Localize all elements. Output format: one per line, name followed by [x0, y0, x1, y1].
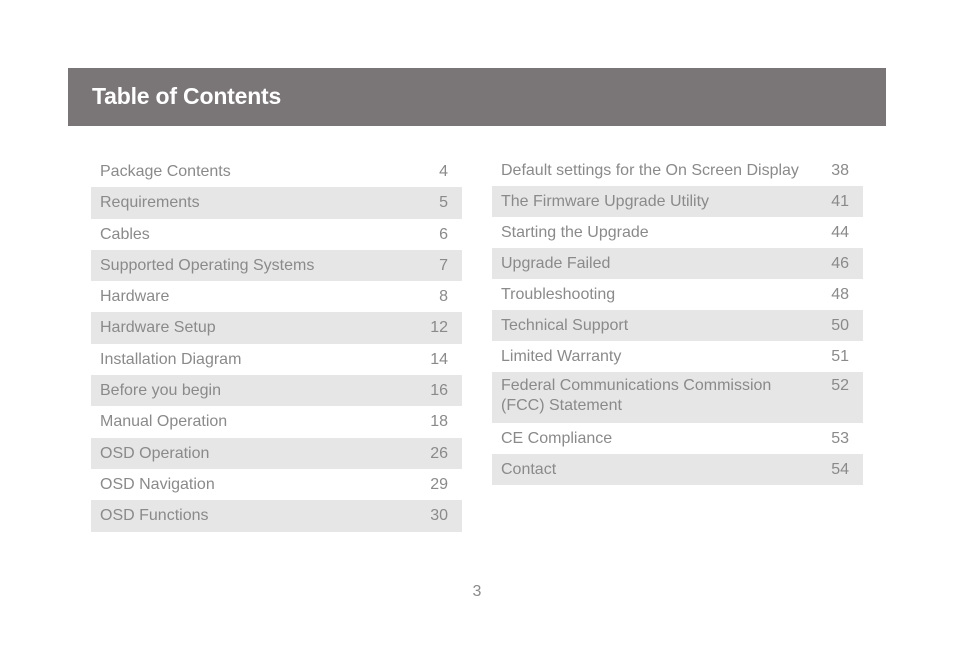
- toc-entry-page: 48: [831, 286, 849, 303]
- toc-entry-label: Hardware: [100, 288, 170, 306]
- toc-entry-label: Installation Diagram: [100, 350, 242, 368]
- toc-entry-osd-operation[interactable]: OSD Operation 26: [91, 437, 462, 469]
- toc-entry-label: OSD Navigation: [100, 475, 215, 493]
- toc-right-column: Default settings for the On Screen Displ…: [492, 155, 863, 485]
- toc-entry-label: Manual Operation: [100, 413, 228, 431]
- toc-entry-installation-diagram[interactable]: Installation Diagram 14: [91, 344, 462, 375]
- toc-entry-page: 14: [430, 350, 448, 368]
- toc-entry-cables[interactable]: Cables 6: [91, 219, 462, 250]
- toc-entry-page: 50: [831, 317, 849, 334]
- toc-entry-manual-operation[interactable]: Manual Operation 18: [91, 406, 462, 437]
- toc-entry-technical-support[interactable]: Technical Support 50: [492, 310, 863, 341]
- toc-entry-page: 30: [430, 507, 448, 525]
- toc-entry-label: Cables: [100, 225, 150, 243]
- toc-entry-page: 8: [439, 288, 448, 306]
- toc-entry-page: 7: [439, 256, 448, 274]
- toc-entry-page: 41: [831, 193, 849, 210]
- toc-entry-page: 53: [831, 430, 849, 447]
- toc-entry-page: 52: [831, 377, 849, 394]
- toc-entry-requirements[interactable]: Requirements 5: [91, 187, 462, 219]
- toc-entry-osd-navigation[interactable]: OSD Navigation 29: [91, 469, 462, 500]
- toc-entry-page: 18: [430, 413, 448, 431]
- toc-entry-before-you-begin[interactable]: Before you begin 16: [91, 375, 462, 407]
- toc-entry-default-settings-osd[interactable]: Default settings for the On Screen Displ…: [492, 155, 863, 186]
- toc-entry-label: Supported Operating Systems: [100, 256, 315, 274]
- page-title: Table of Contents: [92, 83, 282, 109]
- toc-entry-page: 44: [831, 224, 849, 241]
- toc-entry-package-contents[interactable]: Package Contents 4: [91, 156, 462, 187]
- toc-entry-label: OSD Operation: [100, 444, 210, 462]
- toc-entry-firmware-upgrade-utility[interactable]: The Firmware Upgrade Utility 41: [492, 186, 863, 217]
- toc-entry-contact[interactable]: Contact 54: [492, 454, 863, 485]
- toc-entry-label: Technical Support: [501, 317, 629, 334]
- toc-entry-page: 5: [439, 194, 448, 212]
- toc-entry-label: Default settings for the On Screen Displ…: [501, 162, 799, 179]
- toc-entry-page: 16: [430, 382, 448, 400]
- toc-entry-page: 26: [430, 444, 448, 462]
- toc-entry-label: Contact: [501, 461, 557, 478]
- toc-entry-hardware-setup[interactable]: Hardware Setup 12: [91, 312, 462, 344]
- toc-entry-label: Limited Warranty: [501, 348, 622, 365]
- toc-entry-page: 54: [831, 461, 849, 478]
- toc-entry-page: 51: [831, 348, 849, 365]
- toc-entry-hardware[interactable]: Hardware 8: [91, 281, 462, 312]
- toc-entry-troubleshooting[interactable]: Troubleshooting 48: [492, 279, 863, 310]
- toc-entry-label: Starting the Upgrade: [501, 224, 649, 241]
- toc-entry-label: Hardware Setup: [100, 319, 216, 337]
- toc-entry-page: 6: [439, 225, 448, 243]
- toc-entry-label: Requirements: [100, 194, 200, 212]
- toc-left-column: Package Contents 4 Requirements 5 Cables…: [91, 156, 462, 532]
- toc-entry-label: CE Compliance: [501, 430, 613, 447]
- toc-entry-supported-operating-systems[interactable]: Supported Operating Systems 7: [91, 249, 462, 282]
- toc-header-bar: Table of Contents: [68, 68, 886, 126]
- toc-entry-page: 38: [831, 162, 849, 179]
- toc-entry-label: Before you begin: [100, 382, 221, 400]
- toc-entry-upgrade-failed[interactable]: Upgrade Failed 46: [492, 248, 863, 279]
- page-number: 3: [472, 583, 482, 600]
- toc-entry-label: Package Contents: [100, 163, 231, 180]
- toc-entry-fcc-statement[interactable]: Federal Communications Commission (FCC) …: [492, 372, 863, 423]
- toc-entry-label: Federal Communications Commission (FCC) …: [501, 377, 772, 414]
- toc-entry-osd-functions[interactable]: OSD Functions 30: [91, 500, 462, 532]
- toc-entry-page: 46: [831, 255, 849, 272]
- toc-entry-ce-compliance[interactable]: CE Compliance 53: [492, 423, 863, 454]
- toc-entry-label: Upgrade Failed: [501, 255, 611, 272]
- toc-entry-label: Troubleshooting: [501, 286, 616, 303]
- toc-entry-label: OSD Functions: [100, 507, 209, 525]
- toc-entry-page: 4: [439, 163, 448, 180]
- toc-entry-limited-warranty[interactable]: Limited Warranty 51: [492, 341, 863, 372]
- toc-entry-page: 12: [430, 319, 448, 337]
- toc-entry-starting-the-upgrade[interactable]: Starting the Upgrade 44: [492, 217, 863, 248]
- toc-entry-page: 29: [430, 475, 448, 493]
- toc-entry-label: The Firmware Upgrade Utility: [501, 193, 710, 210]
